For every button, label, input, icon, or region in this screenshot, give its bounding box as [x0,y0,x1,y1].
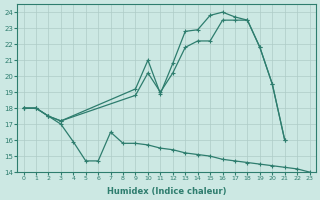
X-axis label: Humidex (Indice chaleur): Humidex (Indice chaleur) [107,187,226,196]
